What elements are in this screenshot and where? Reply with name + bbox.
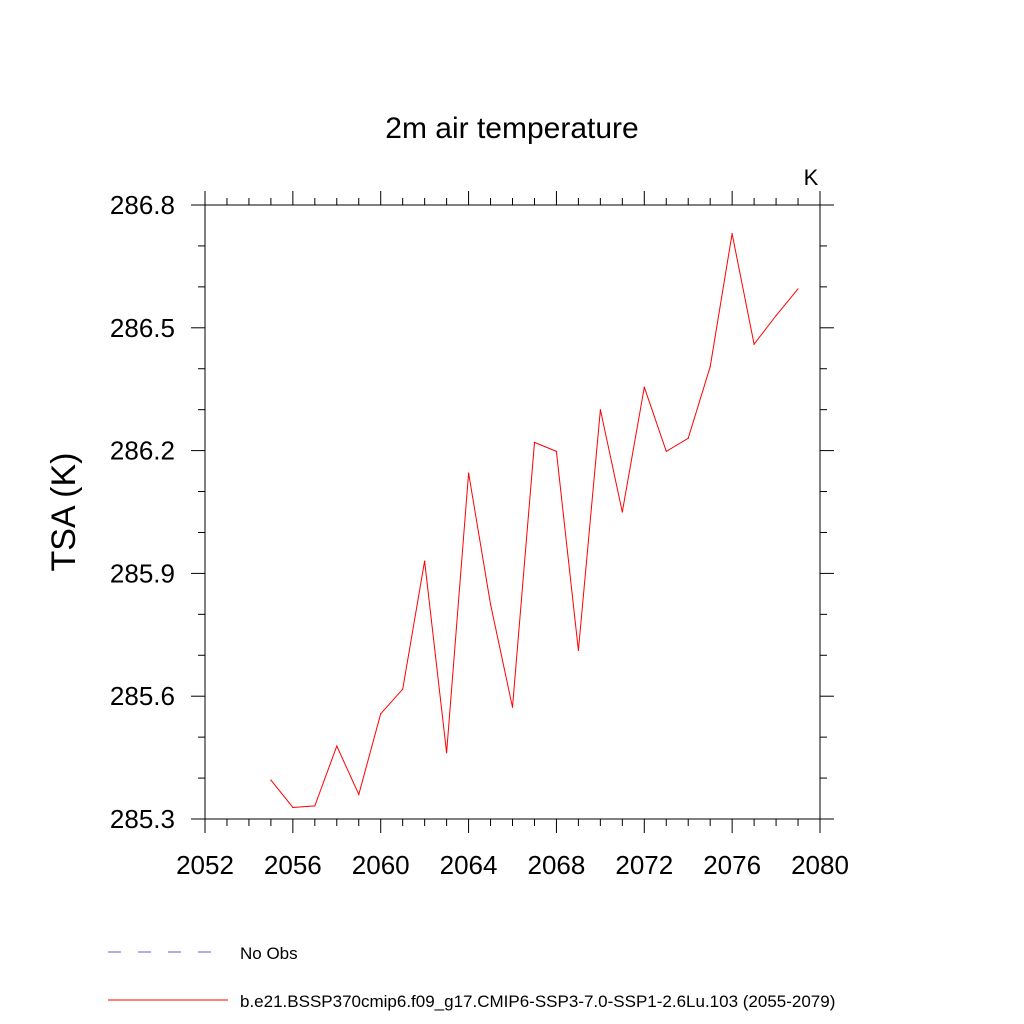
data-point <box>292 806 294 809</box>
y-tick-label: 286.2 <box>110 436 175 466</box>
x-tick-label: 2064 <box>440 850 498 880</box>
legend: No Obs b.e21.BSSP370cmip6.f09_g17.CMIP6-S… <box>108 944 835 1011</box>
data-point <box>314 805 316 807</box>
series-line <box>270 233 799 809</box>
y-axis-label: TSA (K) <box>45 452 83 571</box>
data-point <box>402 688 404 690</box>
data-point <box>599 409 601 411</box>
data-point <box>731 233 733 235</box>
data-point <box>380 713 382 715</box>
data-point <box>336 745 338 747</box>
data-point <box>446 752 448 754</box>
data-point <box>489 603 492 605</box>
data-point <box>577 649 579 651</box>
units-label: K <box>804 165 819 190</box>
data-point <box>424 560 426 562</box>
data-point <box>511 706 514 708</box>
x-tick-labels: 2052 2056 2060 2064 2068 2072 2076 2080 <box>176 850 849 880</box>
y-tick-label: 285.3 <box>110 804 175 834</box>
series-layer <box>270 233 799 809</box>
x-tick-label: 2052 <box>176 850 234 880</box>
y-tick-label: 286.5 <box>110 313 175 343</box>
chart-title: 2m air temperature <box>385 112 638 145</box>
data-point <box>687 437 689 439</box>
y-tick-labels: 285.3 285.6 285.9 286.2 286.5 286.8 <box>110 190 175 834</box>
data-point <box>797 288 799 290</box>
data-point <box>775 314 777 317</box>
data-point <box>358 793 360 796</box>
data-point <box>709 366 711 368</box>
x-tick-label: 2068 <box>528 850 586 880</box>
data-point <box>467 472 470 474</box>
y-tick-label: 285.6 <box>110 681 175 711</box>
y-tick-label: 285.9 <box>110 558 175 588</box>
data-point <box>665 450 667 453</box>
x-tick-label: 2072 <box>615 850 673 880</box>
y-tick-label: 286.8 <box>110 190 175 220</box>
data-point <box>621 511 623 513</box>
x-tick-label: 2060 <box>352 850 410 880</box>
legend-label: No Obs <box>240 944 298 963</box>
data-point <box>533 441 536 444</box>
data-point <box>555 450 558 453</box>
x-tick-label: 2056 <box>264 850 322 880</box>
data-point <box>643 386 645 388</box>
data-point <box>270 779 272 781</box>
plot-frame <box>204 204 821 820</box>
data-point <box>753 343 755 345</box>
legend-label: b.e21.BSSP370cmip6.f09_g17.CMIP6-SSP3-7.… <box>240 992 835 1011</box>
x-tick-label: 2076 <box>703 850 761 880</box>
x-tick-label: 2080 <box>791 850 849 880</box>
axis-ticks <box>191 191 834 833</box>
